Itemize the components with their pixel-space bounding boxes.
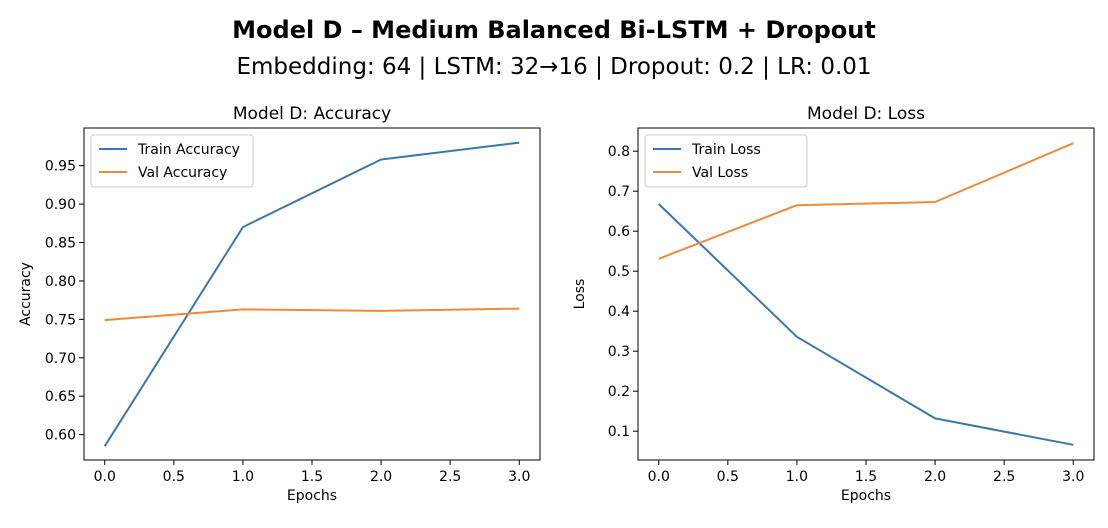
figure-subtitle: Embedding: 64 | LSTM: 32→16 | Dropout: 0… <box>236 54 872 80</box>
x-tick-label: 0.5 <box>717 469 739 485</box>
legend: Train Loss Val Loss <box>644 134 808 188</box>
y-tick-label: 0.85 <box>45 236 76 252</box>
x-tick-label: 1.5 <box>301 469 323 485</box>
y-tick-label: 0.2 <box>608 384 630 400</box>
x-tick-label: 2.5 <box>993 469 1015 485</box>
y-tick-label: 0.7 <box>608 184 630 200</box>
y-tick-label: 0.75 <box>45 312 76 328</box>
y-tick-label: 0.6 <box>608 224 630 240</box>
accuracy-chart: Model D: Accuracy 0.0 0.5 1.0 1.5 2.0 2.5 3.0 0.… <box>18 104 541 504</box>
x-tick-label: 1.5 <box>855 469 877 485</box>
x-tick-label: 0.0 <box>94 469 116 485</box>
x-tick-label: 1.0 <box>786 469 808 485</box>
legend-box <box>90 134 254 188</box>
loss-chart: Model D: Loss 0.0 0.5 1.0 1.5 2.0 2.5 3.0 0.1 0.2… <box>572 104 1095 504</box>
legend-label: Train Loss <box>691 142 761 158</box>
y-tick-label: 0.8 <box>608 144 630 160</box>
y-tick-label: 0.60 <box>45 428 76 444</box>
series-line-0 <box>658 203 1074 446</box>
figure-title: Model D – Medium Balanced Bi-LSTM + Drop… <box>232 16 876 44</box>
x-tick-label: 3.0 <box>1062 469 1084 485</box>
y-tick-label: 0.3 <box>608 344 630 360</box>
legend-label: Val Accuracy <box>138 165 227 181</box>
series-line-0 <box>103 141 520 447</box>
x-axis-title: Epochs <box>287 488 337 504</box>
x-tick-label: 1.0 <box>232 469 254 485</box>
legend-box <box>644 134 808 188</box>
x-tick-label: 0.0 <box>648 469 670 485</box>
x-tick-label: 2.0 <box>924 469 946 485</box>
x-tick-label: 2.0 <box>370 469 392 485</box>
legend-label: Train Accuracy <box>137 142 240 158</box>
x-tick-label: 2.5 <box>439 469 461 485</box>
panel-title: Model D: Loss <box>807 104 925 124</box>
x-axis-title: Epochs <box>841 488 891 504</box>
y-tick-label: 0.80 <box>45 274 76 290</box>
legend-label: Val Loss <box>692 165 748 181</box>
y-tick-label: 0.5 <box>608 264 630 280</box>
y-tick-label: 0.1 <box>608 424 630 440</box>
x-tick-label: 3.0 <box>508 469 530 485</box>
y-axis-title: Accuracy <box>18 262 34 326</box>
y-tick-label: 0.65 <box>45 389 76 405</box>
y-tick-label: 0.70 <box>45 351 76 367</box>
y-tick-label: 0.4 <box>608 304 630 320</box>
y-tick-label: 0.90 <box>45 197 76 213</box>
legend: Train Accuracy Val Accuracy <box>90 134 254 188</box>
y-tick-label: 0.95 <box>45 159 76 175</box>
x-tick-label: 0.5 <box>163 469 185 485</box>
panel-title: Model D: Accuracy <box>233 104 391 124</box>
y-axis-title: Loss <box>572 279 588 310</box>
series-line-1 <box>658 142 1074 260</box>
series-line-1 <box>104 307 520 322</box>
